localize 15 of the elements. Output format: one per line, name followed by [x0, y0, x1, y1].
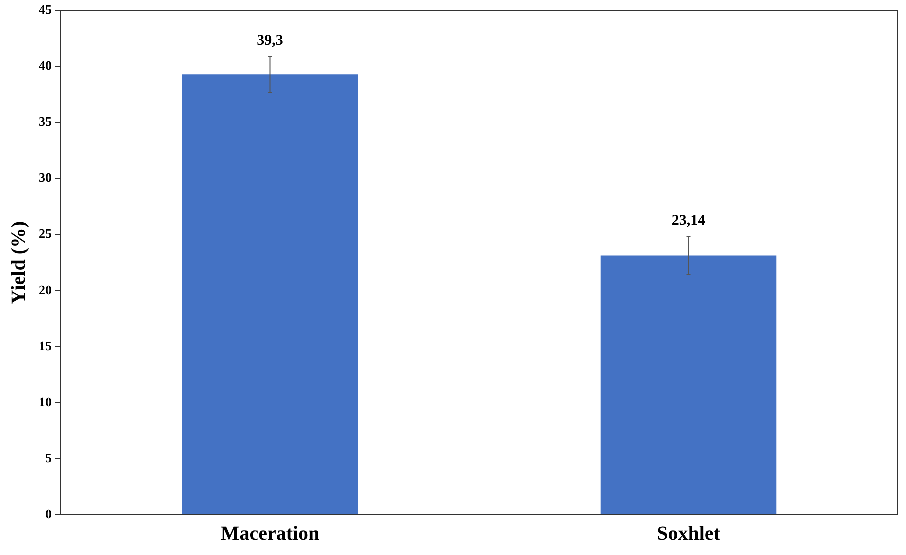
y-tick-label: 15	[39, 338, 52, 354]
y-tick-label: 30	[39, 170, 52, 186]
data-label: 39,3	[257, 33, 284, 50]
x-tick-label: Soxhlet	[657, 523, 721, 546]
y-tick-label: 40	[39, 58, 52, 74]
y-tick-label: 0	[46, 506, 52, 522]
y-tick-label: 45	[39, 2, 52, 18]
y-tick-label: 20	[39, 282, 52, 298]
y-tick-label: 25	[39, 226, 52, 242]
x-tick-label: Maceration	[220, 523, 320, 546]
y-tick-label: 5	[46, 450, 52, 466]
y-tick-label: 10	[39, 394, 52, 410]
data-label: 23,14	[672, 213, 706, 230]
y-tick-label: 35	[39, 114, 52, 130]
y-axis-title: Yield (%)	[8, 221, 30, 304]
